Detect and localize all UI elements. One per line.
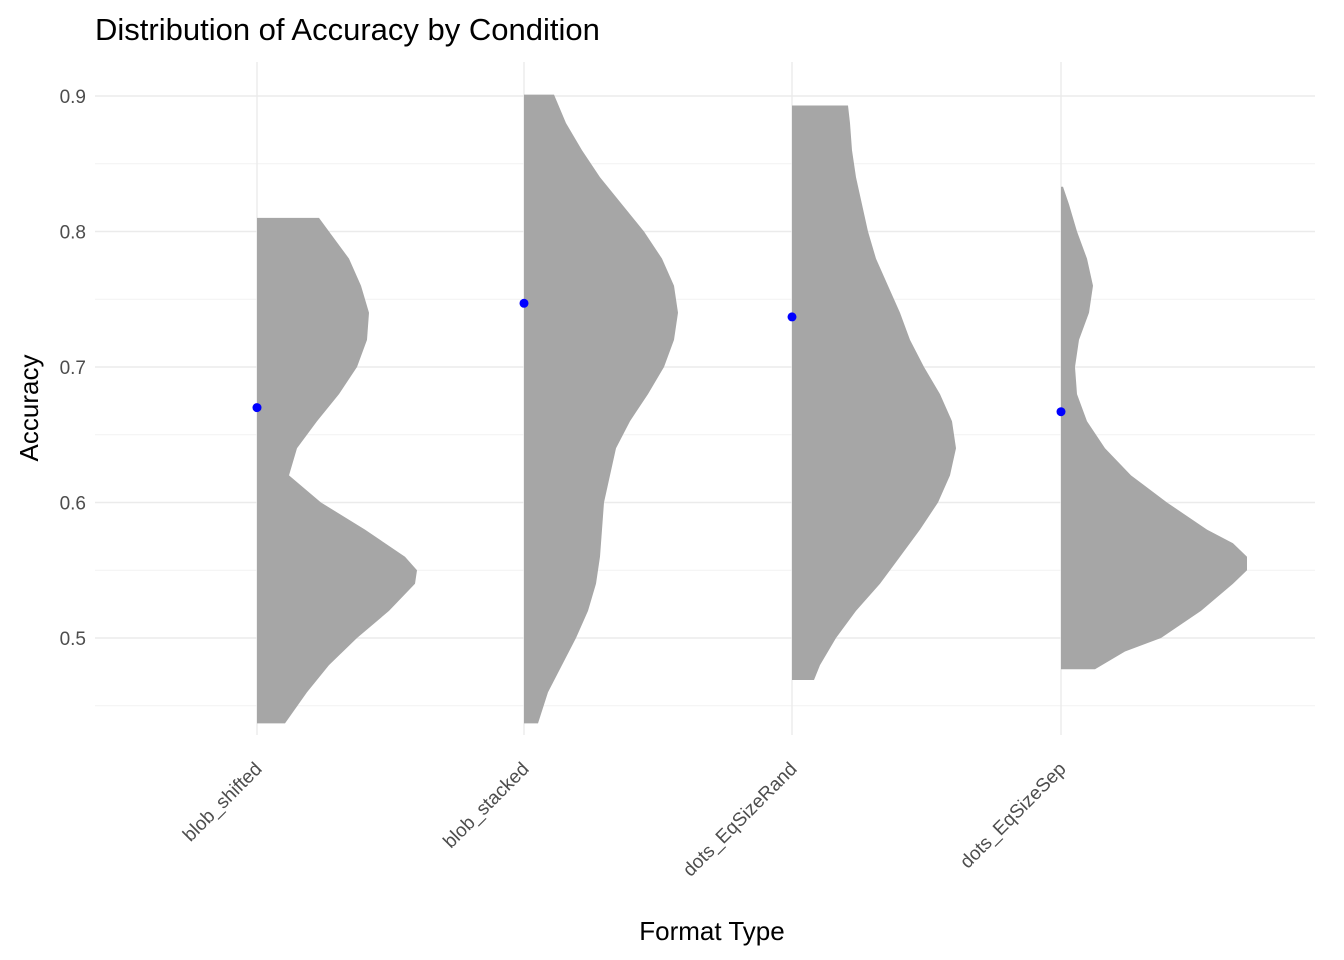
violin-dots_EqSizeSep bbox=[1061, 186, 1247, 670]
x-tick-labels: blob_shifted blob_stacked dots_EqSizeRand d… bbox=[179, 759, 1070, 881]
mean-points bbox=[252, 298, 1066, 417]
violin-blob_shifted bbox=[257, 217, 417, 724]
x-tick-label: blob_shifted bbox=[179, 759, 266, 846]
y-tick-label: 0.5 bbox=[60, 629, 86, 650]
y-axis-title: Accuracy bbox=[14, 355, 44, 462]
mean-point-dots_EqSizeSep bbox=[1056, 407, 1066, 417]
y-tick-labels: 0.5 0.6 0.7 0.8 0.9 bbox=[60, 87, 86, 650]
y-tick-label: 0.8 bbox=[60, 223, 86, 244]
violins bbox=[257, 94, 1247, 724]
x-axis-title: Format Type bbox=[639, 916, 784, 946]
y-tick-label: 0.7 bbox=[60, 358, 86, 379]
mean-point-dots_EqSizeRand bbox=[787, 312, 797, 322]
violin-dots_EqSizeRand bbox=[792, 105, 956, 680]
mean-point-blob_stacked bbox=[519, 298, 529, 308]
x-tick-label: dots_EqSizeRand bbox=[679, 759, 801, 881]
mean-point-blob_shifted bbox=[252, 403, 262, 413]
violin-blob_stacked bbox=[524, 94, 678, 724]
y-tick-label: 0.9 bbox=[60, 87, 86, 108]
y-tick-label: 0.6 bbox=[60, 494, 86, 515]
chart-title: Distribution of Accuracy by Condition bbox=[95, 12, 600, 47]
x-tick-label: blob_stacked bbox=[440, 759, 534, 853]
x-tick-label: dots_EqSizeSep bbox=[956, 759, 1070, 873]
